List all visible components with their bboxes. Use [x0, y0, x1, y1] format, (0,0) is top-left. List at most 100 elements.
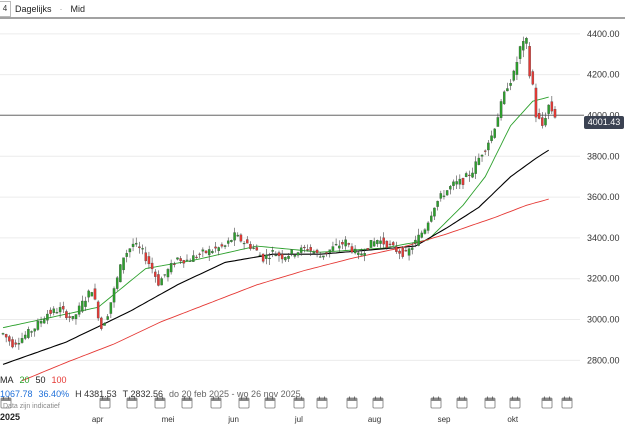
calendar-icon[interactable]: [316, 396, 328, 409]
candle-body: [290, 249, 293, 255]
calendar-icon[interactable]: [346, 396, 358, 409]
candle-body: [27, 329, 30, 338]
candle-body: [211, 251, 214, 254]
ma50-line: [2, 149, 549, 365]
candle-body: [369, 239, 373, 248]
candle-body: [537, 113, 541, 119]
candle-body: [547, 104, 550, 114]
calendar-icon[interactable]: [264, 396, 276, 409]
candle-body: [96, 301, 100, 319]
candle-body: [14, 342, 17, 345]
candle-body: [401, 247, 404, 257]
ma20-legend[interactable]: 20: [19, 375, 30, 385]
candle-body: [207, 249, 211, 256]
candle-body: [312, 252, 316, 254]
calendar-icon[interactable]: [126, 396, 138, 409]
ma100-legend[interactable]: 100: [51, 375, 67, 385]
candle-body: [506, 88, 509, 92]
candle-body: [115, 277, 119, 289]
candle-body: [125, 252, 128, 257]
candle-body: [150, 262, 154, 270]
candle-body: [201, 249, 205, 252]
x-month-label: mei: [162, 415, 175, 424]
calendar-icon[interactable]: [0, 396, 12, 409]
candle-body: [258, 254, 262, 256]
y-tick-label: 3000.00: [587, 315, 620, 325]
chart-grid: [0, 33, 580, 361]
candle-body: [509, 83, 512, 86]
calendar-icon[interactable]: [99, 396, 111, 409]
candle-body: [344, 239, 347, 247]
date-range: do 20 feb 2025 - wo 26 nov 2025: [169, 389, 301, 399]
x-month-label: sep: [438, 415, 451, 424]
x-month-label: jul: [294, 415, 303, 424]
candle-body: [20, 338, 24, 343]
x-month-label: apr: [92, 415, 104, 424]
calendar-icon[interactable]: [238, 396, 250, 409]
candle-body: [217, 247, 220, 252]
candle-body: [338, 245, 341, 249]
calendar-icon[interactable]: [456, 396, 468, 409]
candle-body: [122, 257, 125, 271]
y-axis-tick-labels: 2800.00 3000.00 3200.00 3400.00 3600.00 3800.…: [587, 29, 620, 365]
candle-body: [230, 240, 233, 242]
candle-body: [11, 339, 14, 348]
candle-body: [306, 249, 309, 251]
price-type-label[interactable]: Mid: [70, 4, 86, 14]
candle-body: [318, 256, 322, 258]
candle-body: [81, 300, 84, 312]
candle-body: [433, 207, 436, 217]
candle-body: [426, 222, 430, 231]
candle-body: [223, 245, 227, 247]
candle-body: [249, 244, 252, 249]
candle-body: [515, 62, 519, 75]
calendar-icon[interactable]: [293, 396, 305, 409]
y-tick-label: 3200.00: [587, 274, 620, 284]
candle-body: [410, 247, 414, 250]
candle-body: [496, 117, 500, 127]
y-tick-label: 4400.00: [587, 29, 620, 39]
candle-body: [483, 150, 487, 152]
candle-body: [309, 247, 312, 251]
candle-body: [388, 243, 392, 245]
candle-body: [239, 234, 243, 242]
candle-body: [439, 193, 443, 199]
moving-average-lines: [2, 96, 549, 382]
interval-label[interactable]: Dagelijks: [15, 4, 52, 14]
calendar-icon[interactable]: [154, 396, 166, 409]
candle-body: [468, 174, 471, 176]
candle-body: [49, 309, 52, 314]
calendar-icon[interactable]: [430, 396, 442, 409]
calendar-icon[interactable]: [561, 396, 573, 409]
candle-body: [157, 274, 160, 286]
candle-body: [347, 243, 351, 245]
y-tick-label: 3400.00: [587, 233, 620, 243]
candle-body: [195, 256, 198, 258]
candle-body: [103, 323, 106, 326]
calendar-icon[interactable]: [181, 396, 193, 409]
candle-body: [480, 154, 484, 157]
calendar-icon[interactable]: [484, 396, 496, 409]
calendar-icon[interactable]: [210, 396, 222, 409]
event-calendar-icons[interactable]: [0, 396, 573, 409]
candle-body: [154, 271, 157, 277]
candle-body: [461, 178, 465, 185]
timeframe-box[interactable]: 4: [0, 1, 11, 17]
high-value: H 4381.53: [75, 389, 117, 399]
candle-body: [36, 321, 40, 330]
candle-body: [255, 247, 259, 251]
toolbar-separator: ·: [59, 4, 63, 14]
candle-body: [42, 318, 46, 324]
candle-body: [271, 250, 274, 252]
candle-body: [166, 269, 170, 278]
ma50-legend[interactable]: 50: [35, 375, 46, 385]
calendar-icon[interactable]: [372, 396, 384, 409]
calendar-icon[interactable]: [509, 396, 521, 409]
candle-body: [423, 229, 427, 234]
candle-body: [458, 178, 462, 185]
candle-body: [518, 46, 522, 59]
calendar-icon[interactable]: [541, 396, 553, 409]
candle-body: [173, 263, 176, 266]
candle-body: [261, 253, 265, 262]
